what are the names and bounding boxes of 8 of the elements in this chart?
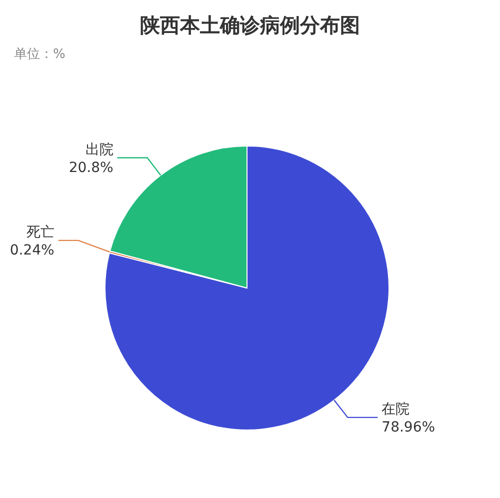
slice-label: 出院 <box>85 142 114 158</box>
slice-label: 死亡 <box>26 224 54 240</box>
data-label: 20.8% <box>68 160 114 176</box>
slice-label: 在院 <box>382 401 410 418</box>
data-label: 78.96% <box>382 419 436 436</box>
data-label: 0.24% <box>10 242 54 258</box>
text: 单位：% <box>14 47 66 62</box>
chart-title: 陕西本土确诊病例分布图 <box>140 13 360 37</box>
